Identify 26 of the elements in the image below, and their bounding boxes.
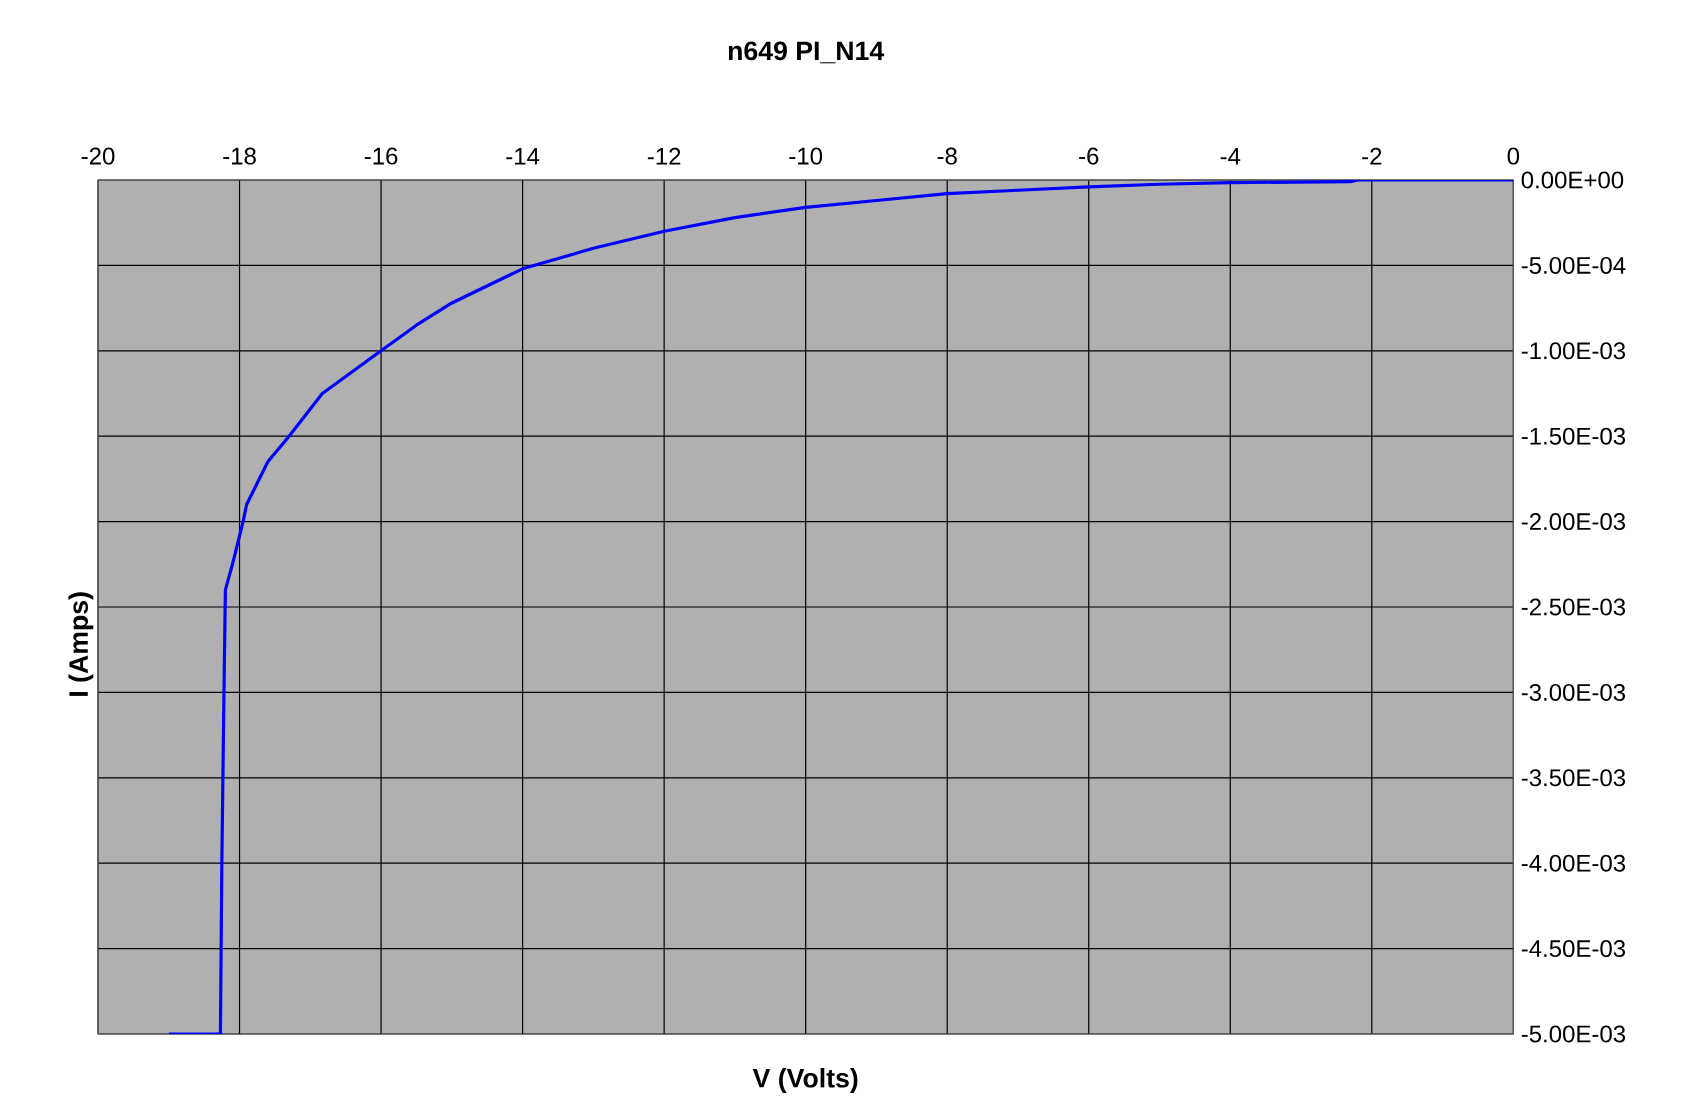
- x-tick-label: -6: [1079, 147, 1099, 165]
- y-tick-label: -1.00E-03: [1521, 342, 1626, 360]
- x-tick-label: -16: [364, 147, 398, 165]
- y-axis-title: I (Amps): [68, 592, 94, 696]
- x-tick-label: -18: [223, 147, 256, 165]
- y-tick-label: -4.50E-03: [1521, 940, 1626, 958]
- y-tick-label: -5.00E-03: [1521, 1025, 1626, 1043]
- y-tick-label: -2.00E-03: [1521, 513, 1626, 531]
- x-tick-label: -8: [937, 147, 957, 165]
- x-tick-label: -12: [647, 147, 681, 165]
- y-tick-label: 0.00E+00: [1521, 171, 1624, 189]
- y-tick-label: -4.00E-03: [1521, 854, 1626, 872]
- chart-title: n649 PI_N14: [728, 41, 885, 64]
- x-tick-label: -2: [1362, 147, 1382, 165]
- x-axis-title: V (Volts): [752, 1068, 858, 1093]
- line-series: [167, 180, 1514, 1034]
- x-tick-label: -4: [1220, 148, 1241, 165]
- x-tick-label: -20: [81, 147, 115, 165]
- x-tick-label: -10: [789, 147, 823, 165]
- x-tick-label: -14: [506, 148, 540, 165]
- y-tick-label: -3.00E-03: [1521, 683, 1626, 701]
- y-tick-label: -3.50E-03: [1521, 769, 1626, 787]
- x-tick-label: 0: [1507, 147, 1520, 165]
- y-tick-label: -2.50E-03: [1521, 598, 1626, 616]
- y-tick-label: -1.50E-03: [1521, 427, 1626, 445]
- y-tick-label: -5.00E-04: [1521, 256, 1626, 274]
